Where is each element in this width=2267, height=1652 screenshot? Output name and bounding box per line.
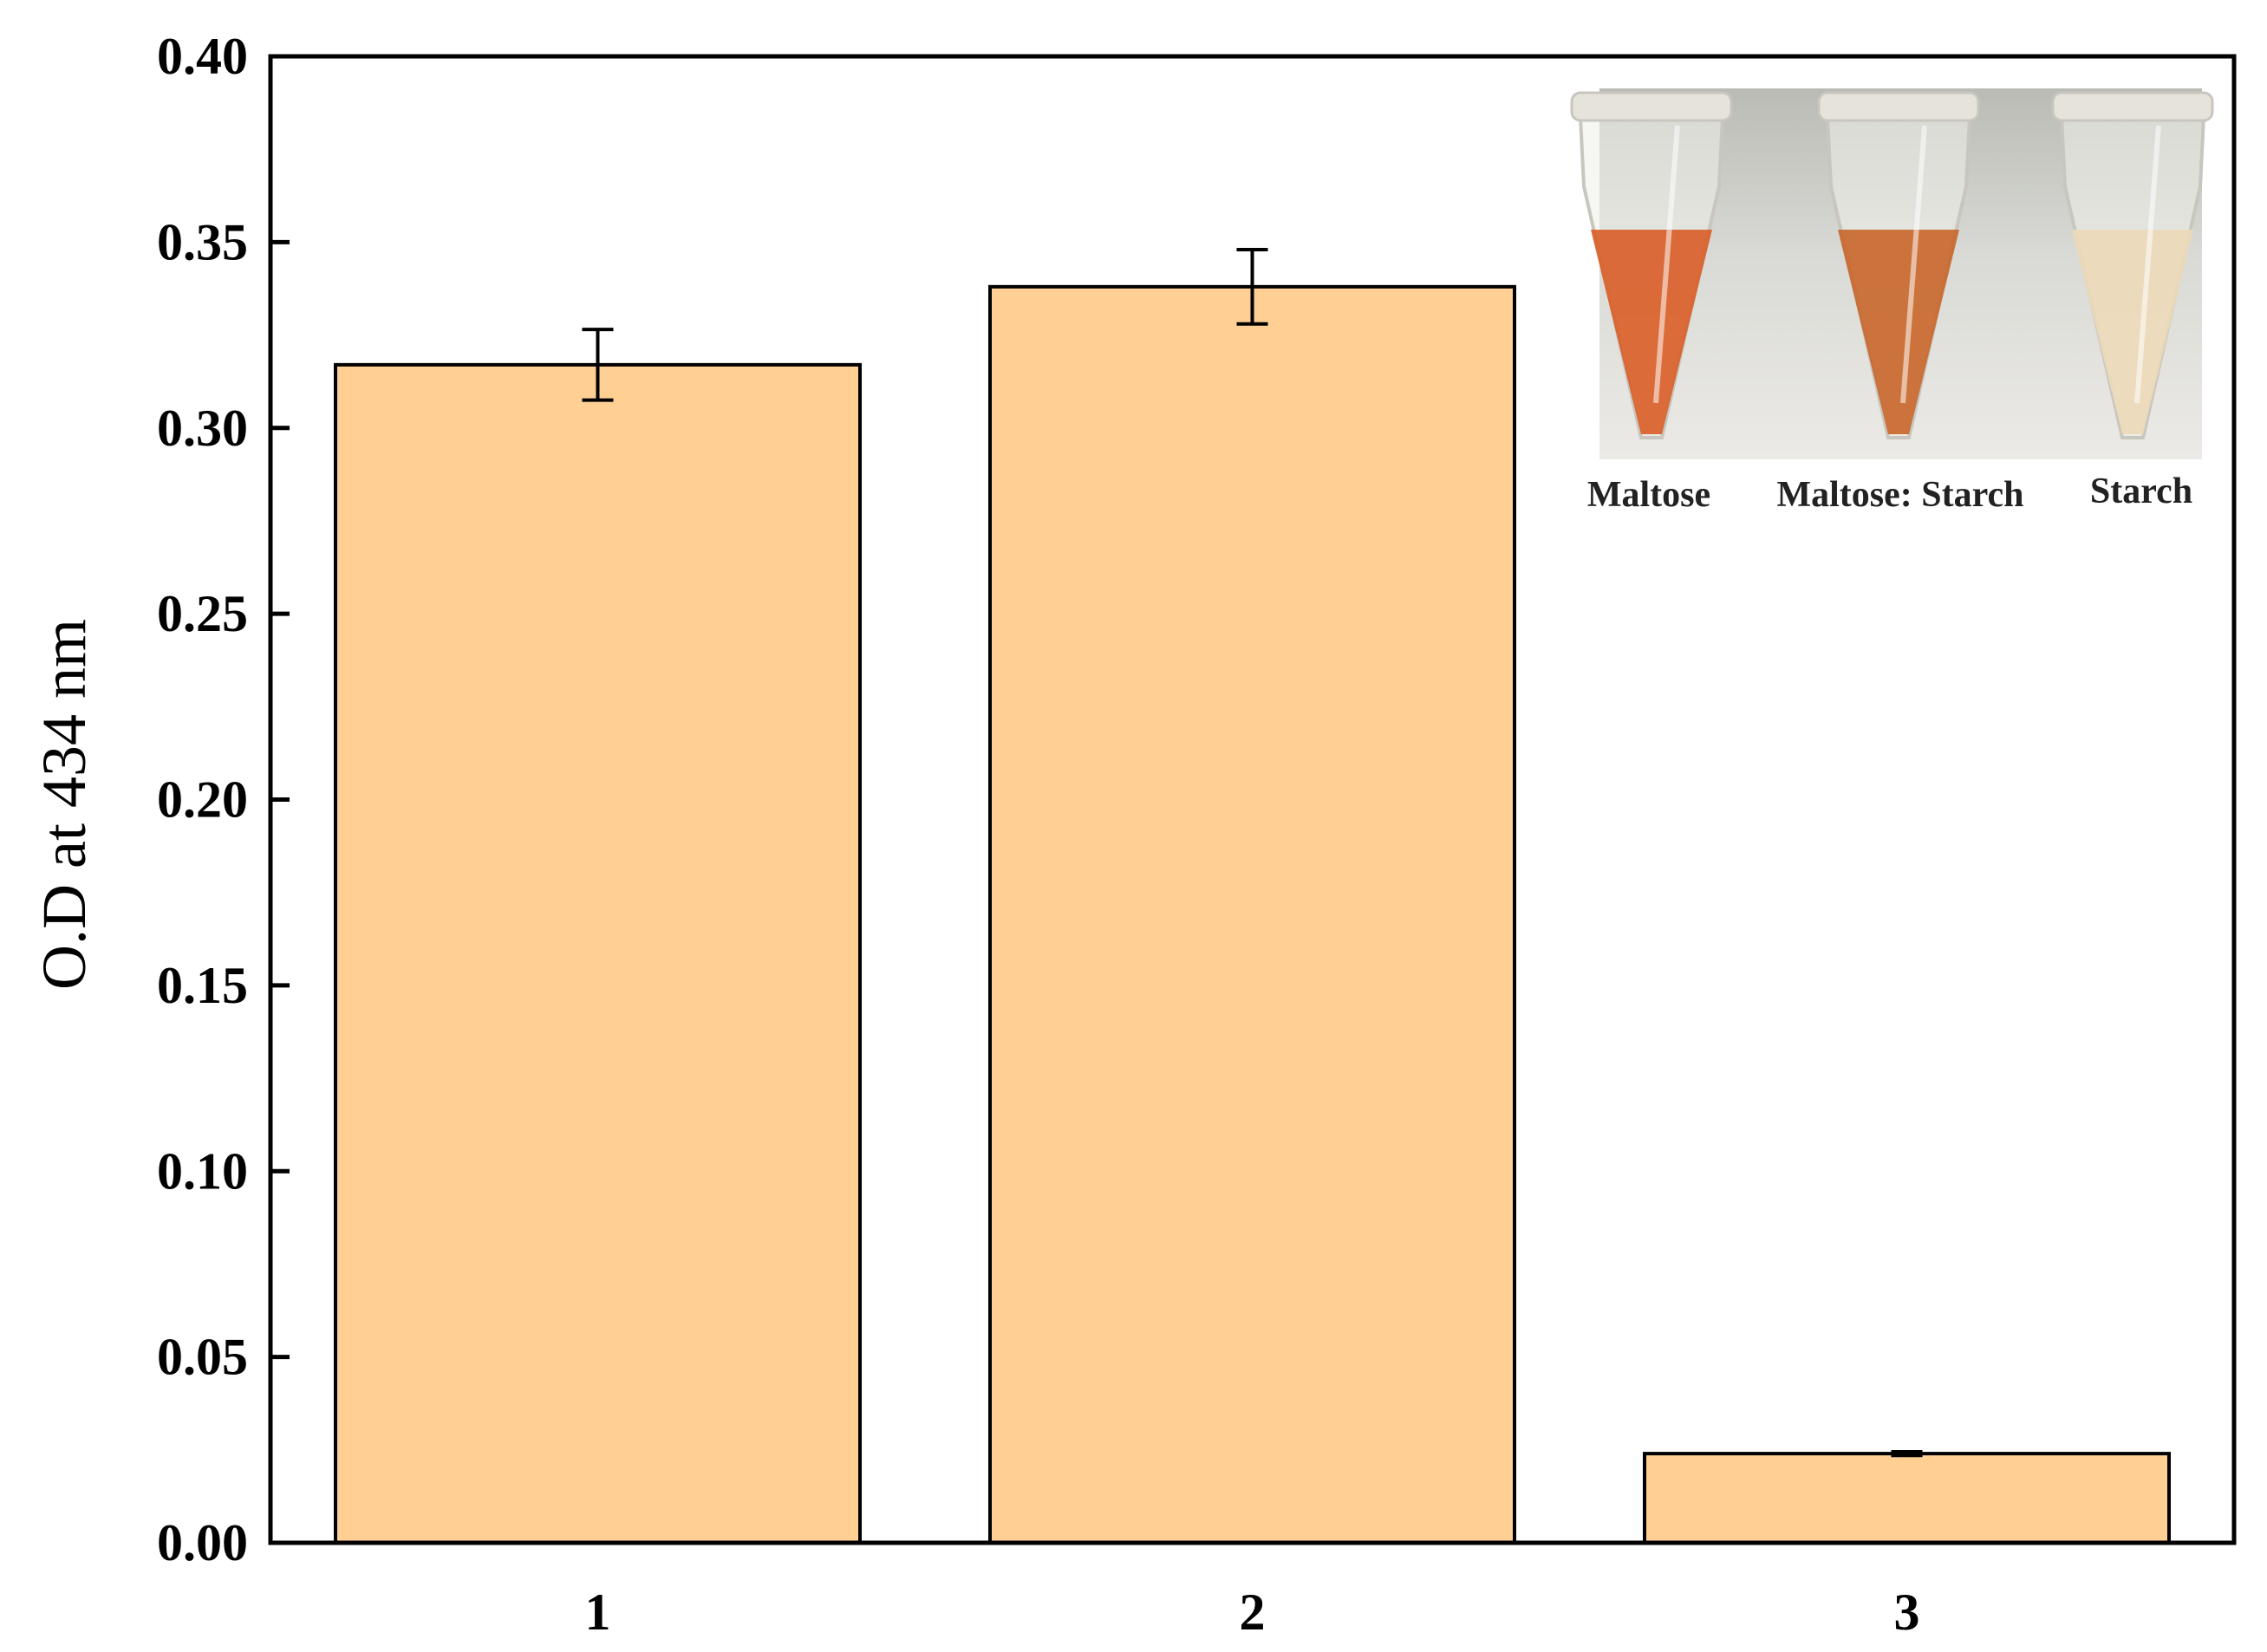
y-tick-label: 0.15 xyxy=(157,957,248,1014)
y-tick-label: 0.25 xyxy=(157,585,248,642)
bar xyxy=(988,284,1516,1545)
tube-liquid xyxy=(1591,230,1712,434)
inset-labels: Maltose Maltose: Starch Starch xyxy=(1587,472,2192,515)
tube-rim xyxy=(1570,91,1733,122)
inset-tubes xyxy=(1570,91,2214,439)
inset-label-starch: Starch xyxy=(2090,472,2192,511)
inset-label-maltose-starch: Maltose: Starch xyxy=(1777,475,2024,515)
tube-rim xyxy=(1817,91,1980,122)
y-axis-title: O.D at 434 nm xyxy=(29,619,99,990)
inset-photo: Maltose Maltose: Starch Starch xyxy=(1570,88,2214,515)
y-tick-label: 0.30 xyxy=(157,400,248,457)
tube-highlight xyxy=(2134,125,2161,404)
y-tick-label: 0.00 xyxy=(157,1514,248,1571)
y-tick-label: 0.10 xyxy=(157,1142,248,1200)
x-tick-label: 3 xyxy=(1894,1584,1920,1641)
tube-highlight xyxy=(1653,125,1680,404)
x-tick-label: 2 xyxy=(1240,1584,1266,1641)
inset-label-maltose: Maltose xyxy=(1587,475,1710,515)
y-tick-label: 0.40 xyxy=(157,28,248,85)
y-axis-ticks: 0.00 0.05 0.10 0.15 0.20 0.25 0.30 0.35 0.40 xyxy=(157,28,290,1571)
y-tick-label: 0.35 xyxy=(157,213,248,270)
bar xyxy=(334,362,862,1545)
tube-liquid xyxy=(2072,230,2193,434)
y-tick-label: 0.05 xyxy=(157,1329,248,1386)
error-bars xyxy=(582,247,1923,1458)
x-tick-label: 1 xyxy=(585,1584,611,1641)
plot-frame xyxy=(268,54,2237,1545)
tube-liquid xyxy=(1838,230,1959,434)
y-tick-label: 0.20 xyxy=(157,771,248,829)
tube-highlight xyxy=(1900,125,1927,404)
bars xyxy=(334,284,2171,1545)
tube-rim xyxy=(2051,91,2214,122)
bar xyxy=(1643,1452,2171,1545)
